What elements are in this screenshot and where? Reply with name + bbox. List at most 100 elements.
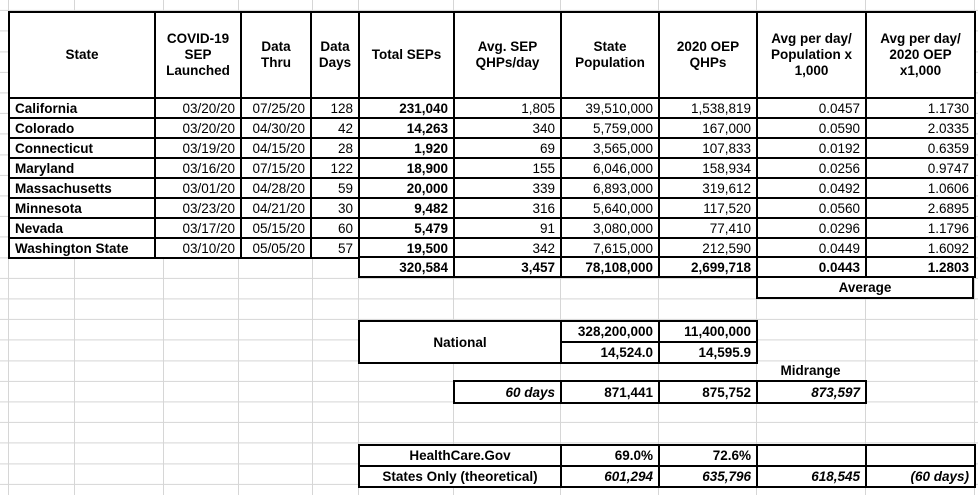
cell-data-days[interactable]: 42 [310,117,360,139]
cell-state[interactable]: Nevada [8,217,156,239]
cell-avg-sep-qhps-day[interactable]: 155 [453,157,562,179]
cell-data-thru[interactable]: 05/15/20 [240,217,312,239]
cell-2020-oep-qhps[interactable]: 107,833 [658,137,758,159]
national-label[interactable]: National [358,320,562,364]
column-header-total-seps[interactable]: Total SEPs [358,11,455,99]
column-header-covid-sep-launched[interactable]: COVID-19 SEP Launched [154,11,242,99]
cell-avg-per-day-oep[interactable]: 1.0606 [865,177,976,199]
cell-total-seps[interactable]: 14,263 [358,117,455,139]
cell-state[interactable]: Maryland [8,157,156,179]
cell-data-thru[interactable]: 07/15/20 [240,157,312,179]
cell-avg-per-day-oep[interactable]: 1.6092 [865,237,976,259]
cell-avg-sep-qhps-day[interactable]: 339 [453,177,562,199]
column-header-data-thru[interactable]: Data Thru [240,11,312,99]
healthcare-gov-oep-pct[interactable]: 72.6% [658,444,758,467]
cell-data-days[interactable]: 122 [310,157,360,179]
cell-sep-launched[interactable]: 03/01/20 [154,177,242,199]
cell-avg-sep-qhps-day[interactable]: 342 [453,237,562,259]
states-only-oep-estimate[interactable]: 635,796 [658,465,758,488]
states-only-population-estimate[interactable]: 601,294 [560,465,660,488]
cell-2020-oep-qhps[interactable]: 319,612 [658,177,758,199]
sixty-days-label[interactable]: 60 days [453,380,562,404]
cell-sep-launched[interactable]: 03/10/20 [154,237,242,259]
cell-state-population[interactable]: 3,565,000 [560,137,660,159]
cell-2020-oep-qhps[interactable]: 117,520 [658,197,758,219]
cell-state-population[interactable]: 3,080,000 [560,217,660,239]
sixty-days-midrange-value[interactable]: 873,597 [756,380,867,404]
column-header-state[interactable]: State [8,11,156,99]
cell-total-seps[interactable]: 18,900 [358,157,455,179]
cell-avg-sep-qhps-day[interactable]: 1,805 [453,97,562,119]
cell-state-population[interactable]: 6,046,000 [560,157,660,179]
cell-avg-per-day-population[interactable]: 0.0560 [756,197,867,219]
totals-2020-oep-qhps[interactable]: 2,699,718 [658,256,758,278]
cell-avg-per-day-population[interactable]: 0.0492 [756,177,867,199]
cell-avg-sep-qhps-day[interactable]: 340 [453,117,562,139]
states-only-period-note[interactable]: (60 days) [865,465,976,488]
totals-total-seps[interactable]: 320,584 [358,256,455,278]
cell-total-seps[interactable]: 20,000 [358,177,455,199]
cell-sep-launched[interactable]: 03/23/20 [154,197,242,219]
cell-state-population[interactable]: 39,510,000 [560,97,660,119]
cell-avg-per-day-population[interactable]: 0.0192 [756,137,867,159]
healthcare-gov-label[interactable]: HealthCare.Gov [358,444,562,467]
states-only-label[interactable]: States Only (theoretical) [358,465,562,488]
cell-data-thru[interactable]: 05/05/20 [240,237,312,259]
states-only-midrange-value[interactable]: 618,545 [756,465,867,488]
midrange-label[interactable]: Midrange [780,363,841,378]
national-population[interactable]: 328,200,000 [560,320,660,343]
cell-data-thru[interactable]: 04/15/20 [240,137,312,159]
totals-avg-per-day-oep[interactable]: 1.2803 [865,256,976,278]
cell-total-seps[interactable]: 231,040 [358,97,455,119]
sixty-days-population-estimate[interactable]: 871,441 [560,380,660,404]
cell-avg-sep-qhps-day[interactable]: 69 [453,137,562,159]
cell-state[interactable]: Connecticut [8,137,156,159]
cell-avg-per-day-population[interactable]: 0.0449 [756,237,867,259]
cell-total-seps[interactable]: 1,920 [358,137,455,159]
cell-state[interactable]: Washington State [8,237,156,259]
cell-avg-per-day-population[interactable]: 0.0590 [756,117,867,139]
national-oep-qhps[interactable]: 11,400,000 [658,320,758,343]
cell-avg-per-day-population[interactable]: 0.0256 [756,157,867,179]
cell-state[interactable]: Colorado [8,117,156,139]
column-header-data-days[interactable]: Data Days [310,11,360,99]
cell-data-days[interactable]: 57 [310,237,360,259]
cell-avg-per-day-oep[interactable]: 0.9747 [865,157,976,179]
column-header-avg-sep-qhps-per-day[interactable]: Avg. SEP QHPs/day [453,11,562,99]
cell-avg-sep-qhps-day[interactable]: 316 [453,197,562,219]
totals-avg-sep-qhps-day[interactable]: 3,457 [453,256,562,278]
cell-total-seps[interactable]: 19,500 [358,237,455,259]
cell-state[interactable]: California [8,97,156,119]
cell-sep-launched[interactable]: 03/20/20 [154,117,242,139]
cell-avg-per-day-population[interactable]: 0.0296 [756,217,867,239]
average-box[interactable]: Average [756,276,974,299]
cell-data-days[interactable]: 28 [310,137,360,159]
cell-state-population[interactable]: 7,615,000 [560,237,660,259]
cell-2020-oep-qhps[interactable]: 77,410 [658,217,758,239]
cell-total-seps[interactable]: 5,479 [358,217,455,239]
cell-sep-launched[interactable]: 03/20/20 [154,97,242,119]
cell-data-thru[interactable]: 04/28/20 [240,177,312,199]
cell-data-days[interactable]: 128 [310,97,360,119]
cell-sep-launched[interactable]: 03/19/20 [154,137,242,159]
cell-state-population[interactable]: 6,893,000 [560,177,660,199]
cell-avg-per-day-oep[interactable]: 2.6895 [865,197,976,219]
cell-avg-per-day-population[interactable]: 0.0457 [756,97,867,119]
cell-2020-oep-qhps[interactable]: 167,000 [658,117,758,139]
cell-state[interactable]: Massachusetts [8,177,156,199]
cell-sep-launched[interactable]: 03/16/20 [154,157,242,179]
cell-avg-per-day-oep[interactable]: 2.0335 [865,117,976,139]
cell-state-population[interactable]: 5,759,000 [560,117,660,139]
cell-avg-per-day-oep[interactable]: 1.1796 [865,217,976,239]
sixty-days-oep-estimate[interactable]: 875,752 [658,380,758,404]
cell-sep-launched[interactable]: 03/17/20 [154,217,242,239]
cell-data-days[interactable]: 30 [310,197,360,219]
cell-data-days[interactable]: 60 [310,217,360,239]
national-oep-per-day[interactable]: 14,595.9 [658,341,758,364]
totals-avg-per-day-population[interactable]: 0.0443 [756,256,867,278]
cell-data-thru[interactable]: 04/21/20 [240,197,312,219]
national-population-per-day[interactable]: 14,524.0 [560,341,660,364]
cell-2020-oep-qhps[interactable]: 158,934 [658,157,758,179]
cell-total-seps[interactable]: 9,482 [358,197,455,219]
totals-state-population[interactable]: 78,108,000 [560,256,660,278]
